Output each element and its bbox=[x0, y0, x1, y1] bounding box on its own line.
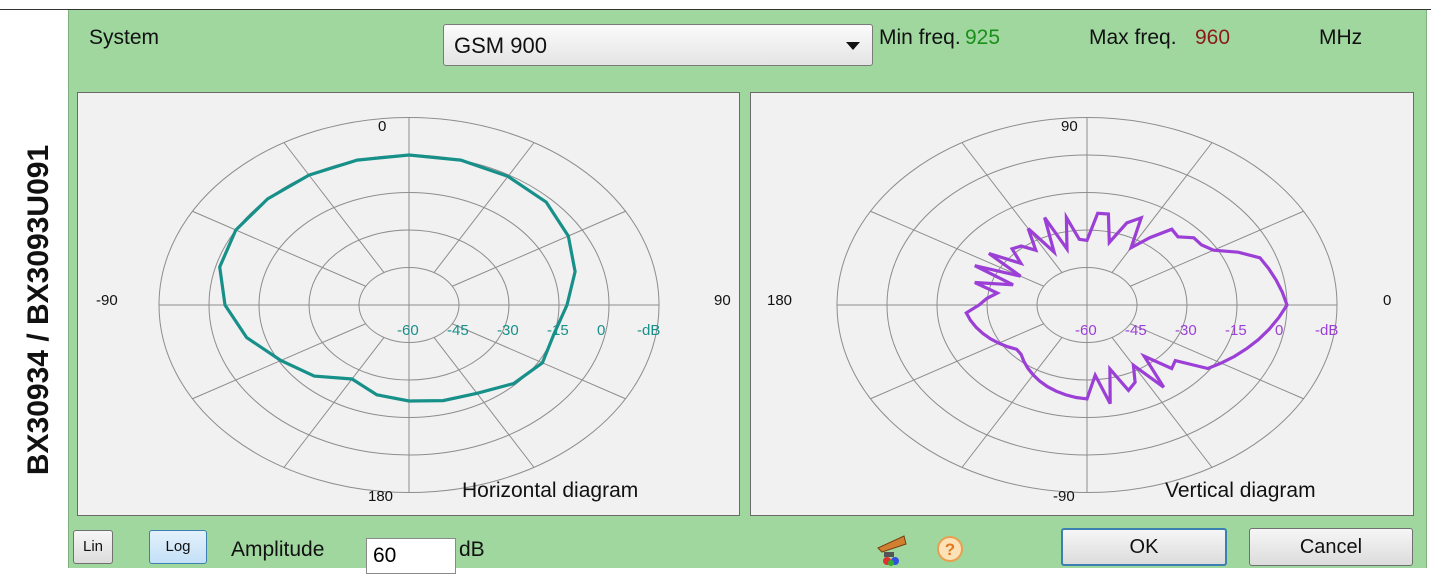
vertical-grid bbox=[836, 117, 1338, 493]
vertical-ring-label-2: -30 bbox=[1175, 322, 1197, 339]
horizontal-ring-label-2: -30 bbox=[497, 322, 519, 339]
side-title-text: BX30934 / BX3093U091 bbox=[22, 145, 55, 475]
vertical-ring-label-1: -45 bbox=[1125, 322, 1147, 339]
horizontal-ring-label-1: -45 bbox=[447, 322, 469, 339]
grid-spoke-300 bbox=[192, 210, 366, 287]
vertical-left-label: 180 bbox=[767, 292, 792, 309]
amplitude-unit-label: dB bbox=[459, 538, 485, 561]
grid-spoke-150 bbox=[433, 337, 535, 468]
horizontal-grid bbox=[158, 117, 660, 493]
unit-label: MHz bbox=[1319, 26, 1363, 49]
grid-spoke-210 bbox=[961, 337, 1063, 468]
system-label: System bbox=[89, 26, 160, 49]
grid-spoke-30 bbox=[1111, 142, 1213, 273]
side-title: BX30934 / BX3093U091 bbox=[0, 70, 70, 550]
grid-spoke-210 bbox=[283, 337, 385, 468]
grid-spoke-150 bbox=[1111, 337, 1213, 468]
horizontal-ring-label-3: -15 bbox=[547, 322, 569, 339]
vertical-ring-label-0: -60 bbox=[1075, 322, 1097, 339]
grid-spoke-30 bbox=[433, 142, 535, 273]
grid-spoke-120 bbox=[452, 323, 626, 400]
vertical-right-label: 0 bbox=[1383, 292, 1391, 309]
horizontal-diagram: 0 -90 90 180 -60 -45 -30 -15 0 -dB Horizontal… bbox=[77, 92, 740, 516]
cancel-button[interactable]: Cancel bbox=[1249, 528, 1413, 566]
horizontal-diagram-title: Horizontal diagram bbox=[462, 479, 639, 502]
horizontal-polar-plot: 0 -90 90 180 -60 -45 -30 -15 0 -dB bbox=[96, 117, 731, 505]
vertical-ring-label-3: -15 bbox=[1225, 322, 1247, 339]
vertical-ring-label-4: 0 bbox=[1275, 322, 1283, 339]
top-divider bbox=[0, 9, 1431, 10]
horizontal-ring-labels: -60 -45 -30 -15 0 -dB bbox=[397, 322, 660, 339]
amplitude-label: Amplitude bbox=[231, 538, 325, 561]
vertical-bottom-label: -90 bbox=[1053, 488, 1075, 505]
vertical-pattern-trace bbox=[964, 211, 1289, 405]
vertical-ring-label-5: -dB bbox=[1315, 322, 1338, 339]
system-select-value: GSM 900 bbox=[454, 33, 547, 58]
log-button[interactable]: Log bbox=[149, 530, 207, 564]
grid-spoke-240 bbox=[870, 323, 1044, 400]
help-glyph: ? bbox=[945, 540, 955, 559]
horizontal-top-label: 0 bbox=[378, 118, 386, 135]
antenna-icon[interactable] bbox=[874, 532, 910, 568]
horizontal-ring-label-0: -60 bbox=[397, 322, 419, 339]
amplitude-input[interactable] bbox=[366, 538, 456, 574]
horizontal-ring-label-5: -dB bbox=[637, 322, 660, 339]
min-freq-value: 925 bbox=[965, 26, 1001, 49]
max-freq-label: Max freq. bbox=[1089, 26, 1177, 49]
dialog-panel: System GSM 900 Min freq. 925 Max freq. 9… bbox=[68, 10, 1427, 574]
max-freq-value: 960 bbox=[1195, 26, 1231, 49]
vertical-top-label: 90 bbox=[1061, 118, 1078, 135]
horizontal-pattern-trace bbox=[218, 153, 577, 403]
grid-spoke-60 bbox=[1130, 210, 1304, 287]
help-icon[interactable]: ? bbox=[935, 534, 965, 564]
grid-spoke-330 bbox=[283, 142, 385, 273]
horizontal-right-label: 90 bbox=[714, 292, 731, 309]
horizontal-bottom-label: 180 bbox=[368, 488, 393, 505]
horizontal-left-label: -90 bbox=[96, 292, 118, 309]
system-select[interactable]: GSM 900 bbox=[443, 24, 873, 66]
grid-spoke-120 bbox=[1130, 323, 1304, 400]
vertical-ring-labels: -60 -45 -30 -15 0 -dB bbox=[1075, 322, 1338, 339]
grid-spoke-60 bbox=[452, 210, 626, 287]
vertical-diagram: 90 180 0 -90 -60 -45 -30 -15 0 -dB Vertical d… bbox=[750, 92, 1414, 516]
vertical-diagram-title: Vertical diagram bbox=[1165, 479, 1316, 502]
dropdown-arrow-icon[interactable] bbox=[846, 42, 860, 50]
horizontal-ring-label-4: 0 bbox=[597, 322, 605, 339]
min-freq-label: Min freq. bbox=[879, 26, 961, 49]
grid-spoke-330 bbox=[961, 142, 1063, 273]
vertical-polar-plot: 90 180 0 -90 -60 -45 -30 -15 0 -dB bbox=[767, 117, 1391, 505]
ok-button[interactable]: OK bbox=[1061, 528, 1227, 566]
lin-button[interactable]: Lin bbox=[73, 530, 113, 564]
